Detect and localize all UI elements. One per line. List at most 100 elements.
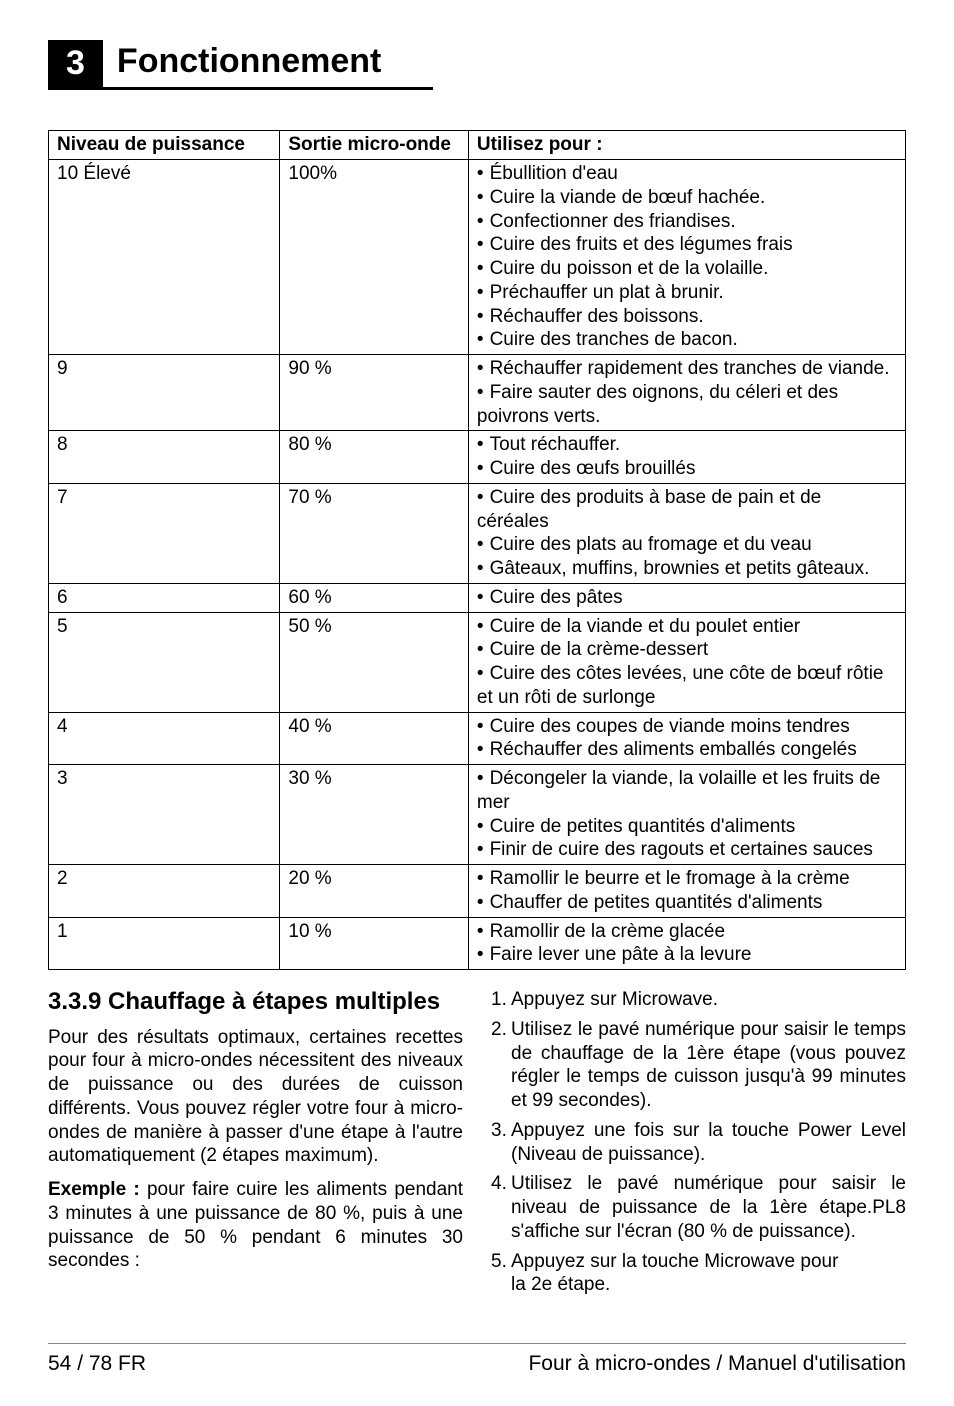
step-keyword: Power Level	[798, 1120, 906, 1141]
footer-right: Four à micro-ondes / Manuel d'utilisatio…	[528, 1352, 906, 1376]
step-text: pour	[795, 1251, 838, 1272]
table-row: 880 %Tout réchauffer.Cuire des œufs brou…	[49, 431, 906, 484]
cell-level: 1	[49, 917, 280, 970]
cell-output: 20 %	[280, 865, 469, 918]
use-bullet: Ramollir de la crème glacée	[477, 920, 897, 944]
use-bullet: Finir de cuire des ragouts et certaines …	[477, 838, 897, 862]
use-bullet: Cuire des pâtes	[477, 586, 897, 610]
cell-output: 90 %	[280, 355, 469, 431]
cell-level: 8	[49, 431, 280, 484]
use-bullet: Ébullition d'eau	[477, 162, 897, 186]
cell-uses: Cuire de la viande et du poulet entierCu…	[468, 612, 905, 712]
use-bullet: Cuire du poisson et de la volaille.	[477, 257, 897, 281]
cell-level: 7	[49, 483, 280, 583]
step-text: Appuyez une fois sur la touche	[511, 1120, 798, 1141]
step-text: (Niveau de puissance).	[511, 1144, 705, 1165]
step-text: Appuyez sur la touche	[511, 1251, 704, 1272]
use-bullet: Cuire des plats au fromage et du veau	[477, 533, 897, 557]
cell-uses: Cuire des coupes de viande moins tendres…	[468, 712, 905, 765]
use-bullet: Cuire la viande de bœuf hachée.	[477, 186, 897, 210]
step-text: Appuyez sur	[511, 989, 622, 1010]
steps-list: Appuyez sur Microwave. Utilisez le pavé …	[491, 988, 906, 1297]
footer-left: 54 / 78 FR	[48, 1352, 146, 1376]
cell-level: 6	[49, 583, 280, 612]
step-item: Utilisez le pavé numérique pour saisir l…	[491, 1172, 906, 1243]
use-bullet: Confectionner des friandises.	[477, 210, 897, 234]
example-paragraph: Exemple : pour faire cuire les aliments …	[48, 1178, 463, 1273]
use-bullet: Cuire des œufs brouillés	[477, 457, 897, 481]
section-heading: 3.3.9 Chauffage à étapes multiples	[48, 988, 463, 1016]
use-bullet: Tout réchauffer.	[477, 433, 897, 457]
cell-level: 9	[49, 355, 280, 431]
use-bullet: Réchauffer des boissons.	[477, 305, 897, 329]
use-bullet: Faire lever une pâte à la levure	[477, 943, 897, 967]
cell-uses: Ramollir de la crème glacéeFaire lever u…	[468, 917, 905, 970]
cell-uses: Réchauffer rapidement des tranches de vi…	[468, 355, 905, 431]
cell-output: 70 %	[280, 483, 469, 583]
use-bullet: Décongeler la viande, la volaille et les…	[477, 767, 897, 815]
cell-uses: Ébullition d'eauCuire la viande de bœuf …	[468, 160, 905, 355]
cell-level: 5	[49, 612, 280, 712]
right-column: Appuyez sur Microwave. Utilisez le pavé …	[491, 988, 906, 1303]
cell-level: 4	[49, 712, 280, 765]
table-row: 10 Élevé100%Ébullition d'eauCuire la via…	[49, 160, 906, 355]
cell-level: 3	[49, 765, 280, 865]
use-bullet: Cuire de la crème-dessert	[477, 638, 897, 662]
use-bullet: Cuire des côtes levées, une côte de bœuf…	[477, 662, 897, 710]
use-bullet: Réchauffer rapidement des tranches de vi…	[477, 357, 897, 381]
cell-output: 30 %	[280, 765, 469, 865]
table-header-row: Niveau de puissance Sortie micro-onde Ut…	[49, 131, 906, 160]
step-item: Appuyez une fois sur la touche Power Lev…	[491, 1119, 906, 1167]
cell-output: 50 %	[280, 612, 469, 712]
power-level-table: Niveau de puissance Sortie micro-onde Ut…	[48, 130, 906, 970]
table-row: 440 %Cuire des coupes de viande moins te…	[49, 712, 906, 765]
cell-uses: Cuire des produits à base de pain et de …	[468, 483, 905, 583]
chapter-number: 3	[48, 40, 103, 90]
cell-uses: Cuire des pâtes	[468, 583, 905, 612]
step-keyword: Microwave	[704, 1251, 795, 1272]
step-item: Appuyez sur la touche Microwave pourla 2…	[491, 1250, 906, 1298]
cell-output: 10 %	[280, 917, 469, 970]
use-bullet: Gâteaux, muffins, brownies et petits gât…	[477, 557, 897, 581]
cell-output: 60 %	[280, 583, 469, 612]
cell-uses: Décongeler la viande, la volaille et les…	[468, 765, 905, 865]
step-item: Appuyez sur Microwave.	[491, 988, 906, 1012]
table-row: 660 % Cuire des pâtes	[49, 583, 906, 612]
use-bullet: Ramollir le beurre et le fromage à la cr…	[477, 867, 897, 891]
cell-output: 80 %	[280, 431, 469, 484]
use-bullet: Cuire des fruits et des légumes frais	[477, 233, 897, 257]
col-header: Niveau de puissance	[49, 131, 280, 160]
use-bullet: Réchauffer des aliments emballés congelé…	[477, 738, 897, 762]
cell-output: 40 %	[280, 712, 469, 765]
page-footer: 54 / 78 FR Four à micro-ondes / Manuel d…	[48, 1343, 906, 1376]
table-row: 330 %Décongeler la viande, la volaille e…	[49, 765, 906, 865]
step-item: Utilisez le pavé numérique pour saisir l…	[491, 1018, 906, 1113]
use-bullet: Faire sauter des oignons, du céleri et d…	[477, 381, 897, 429]
use-bullet: Chauffer de petites quantités d'aliments	[477, 891, 897, 915]
use-bullet: Cuire de la viande et du poulet entier	[477, 615, 897, 639]
table-row: 220 % Ramollir le beurre et le fromage à …	[49, 865, 906, 918]
table-row: 110 %Ramollir de la crème glacéeFaire le…	[49, 917, 906, 970]
use-bullet: Cuire des produits à base de pain et de …	[477, 486, 897, 534]
cell-level: 2	[49, 865, 280, 918]
left-column: 3.3.9 Chauffage à étapes multiples Pour …	[48, 988, 463, 1303]
chapter-header: 3 Fonctionnement	[48, 40, 906, 90]
cell-level: 10 Élevé	[49, 160, 280, 355]
section-paragraph: Pour des résultats optimaux, certaines r…	[48, 1026, 463, 1169]
table-row: 550 %Cuire de la viande et du poulet ent…	[49, 612, 906, 712]
cell-output: 100%	[280, 160, 469, 355]
cell-uses: Ramollir le beurre et le fromage à la cr…	[468, 865, 905, 918]
cell-uses: Tout réchauffer.Cuire des œufs brouillés	[468, 431, 905, 484]
table-row: 770 %Cuire des produits à base de pain e…	[49, 483, 906, 583]
chapter-title: Fonctionnement	[103, 40, 433, 90]
col-header: Sortie micro-onde	[280, 131, 469, 160]
step-text: la 2e étape.	[511, 1273, 906, 1297]
two-column-body: 3.3.9 Chauffage à étapes multiples Pour …	[48, 988, 906, 1303]
example-label: Exemple :	[48, 1179, 140, 1200]
use-bullet: Cuire des tranches de bacon.	[477, 328, 897, 352]
use-bullet: Préchauffer un plat à brunir.	[477, 281, 897, 305]
use-bullet: Cuire des coupes de viande moins tendres	[477, 715, 897, 739]
step-keyword: Microwave.	[622, 989, 718, 1010]
table-row: 990 % Réchauffer rapidement des tranches …	[49, 355, 906, 431]
use-bullet: Cuire de petites quantités d'aliments	[477, 815, 897, 839]
